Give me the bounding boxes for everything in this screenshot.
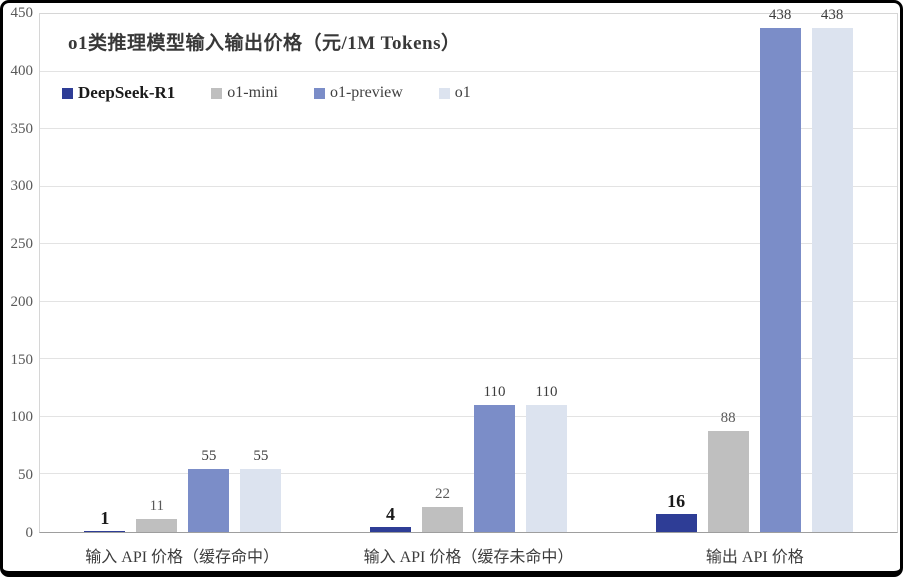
bar-o1-mini-cat2: 88 [707,14,749,532]
bar-fill-o1-preview-cat0 [188,468,230,532]
bar-value-label-o1-mini-cat0: 11 [149,498,165,515]
bar-value-label-o1-preview-cat0: 55 [201,447,217,464]
bar-fill-DeepSeek-R1-cat2 [655,513,697,532]
bar-fill-o1-mini-cat1 [422,506,463,532]
bar-o1-cat0: 55 [240,14,282,532]
gridline-300 [40,185,897,187]
legend: DeepSeek-R1 o1-mini o1-preview o1 [62,83,471,103]
y-tick-label-100: 100 [10,409,34,426]
bar-fill-DeepSeek-R1-cat1 [370,527,411,532]
category-label-output: 输出 API 价格 [705,549,804,566]
bar-fill-o1-mini-cat2 [707,430,749,532]
bar-DeepSeek-R1-cat0: 1 [84,14,126,532]
bar-o1-mini-cat1: 22 [422,14,463,532]
gridline-250 [40,243,897,245]
legend-item-o1-preview: o1-preview [313,84,403,102]
bar-DeepSeek-R1-cat1: 4 [370,14,411,532]
gridline-350 [40,128,897,130]
bar-group-1: 4 22 110 110 [326,14,612,532]
legend-label-o1-preview: o1-preview [329,84,403,101]
bar-o1-cat2: 438 [811,7,853,532]
y-tick-label-150: 150 [10,351,34,368]
legend-swatch-o1 [438,87,450,99]
legend-label-deepseek-r1: DeepSeek-R1 [78,83,176,102]
y-tick-label-200: 200 [10,293,34,310]
bar-o1-cat1: 110 [526,14,567,532]
bar-group-2: 16 88 438 438 [611,7,897,532]
legend-swatch-o1-preview [313,87,325,99]
legend-swatch-o1-mini [211,87,223,99]
bar-value-label-o1-preview-cat2: 438 [768,6,792,23]
gridline-50 [40,473,897,475]
bar-groups: 1 11 55 55 4 22 110 110 16 88 438 438 [40,7,897,532]
bar-fill-o1-preview-cat1 [474,405,515,532]
bar-value-label-o1-cat2: 438 [820,6,844,23]
bar-fill-o1-cat0 [240,468,282,532]
y-tick-label-50: 50 [18,467,33,484]
y-tick-label-450: 450 [10,5,34,21]
bar-value-label-o1-cat1: 110 [535,384,558,401]
y-tick-label-350: 350 [10,120,34,137]
y-tick-label-400: 400 [10,62,34,79]
y-tick-label-250: 250 [10,236,34,253]
bar-o1-preview-cat1: 110 [474,14,515,532]
bar-value-label-o1-mini-cat1: 22 [435,485,450,502]
bar-fill-o1-cat1 [526,405,567,532]
legend-item-o1-mini: o1-mini [211,84,278,102]
gridline-150 [40,358,897,360]
legend-swatch-deepseek-r1 [62,87,73,99]
bar-group-0: 1 11 55 55 [40,14,326,532]
bar-fill-o1-preview-cat2 [759,27,801,532]
gridline-200 [40,300,897,302]
bar-fill-DeepSeek-R1-cat0 [84,530,126,532]
bar-o1-preview-cat2: 438 [759,7,801,532]
gridline-400 [40,70,897,72]
bar-value-label-o1-mini-cat2: 88 [720,409,736,426]
bar-fill-o1-mini-cat0 [136,519,178,532]
y-tick-label-0: 0 [25,525,34,541]
legend-item-deepseek-r1: DeepSeek-R1 [62,83,175,103]
category-label-input-cache-hit: 输入 API 价格（缓存命中） [85,549,280,566]
bar-value-label-DeepSeek-R1-cat0: 1 [100,507,110,528]
bar-fill-o1-cat2 [811,27,853,532]
bar-o1-preview-cat0: 55 [188,14,230,532]
bar-DeepSeek-R1-cat2: 16 [655,14,697,532]
plot-area: 1 11 55 55 4 22 110 110 16 88 438 438 [39,7,898,533]
y-axis: 0 50 100 150 200 250 300 350 400 450 [3,5,36,541]
category-label-input-cache-miss: 输入 API 价格（缓存未命中） [363,549,574,566]
bar-value-label-DeepSeek-R1-cat1: 4 [386,504,395,525]
legend-item-o1: o1 [438,84,471,102]
y-tick-label-300: 300 [10,178,34,195]
bar-value-label-DeepSeek-R1-cat2: 16 [667,490,686,511]
bar-o1-mini-cat0: 11 [136,14,178,532]
legend-label-o1-mini: o1-mini [227,84,278,101]
chart-title: o1类推理模型输入输出价格（元/1M Tokens） [68,33,461,54]
bar-value-label-o1-cat0: 55 [253,447,269,464]
legend-label-o1: o1 [454,84,471,101]
x-axis-category-labels: 输入 API 价格（缓存命中） 输入 API 价格（缓存未命中） 输出 API … [39,543,898,567]
gridline-100 [40,415,897,417]
bar-value-label-o1-preview-cat1: 110 [483,384,506,401]
